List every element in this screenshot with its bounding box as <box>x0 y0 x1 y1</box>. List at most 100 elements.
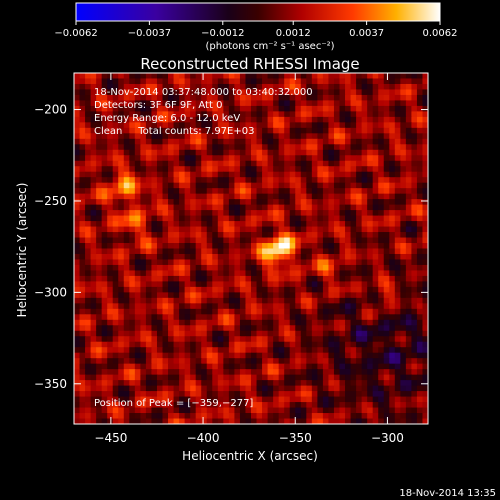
heatmap-cell <box>212 275 219 282</box>
heatmap-cell <box>317 391 324 398</box>
heatmap-cell <box>79 407 86 414</box>
heatmap-cell <box>173 330 180 337</box>
heatmap-cell <box>372 138 379 145</box>
heatmap-cell <box>112 396 119 403</box>
heatmap-cell <box>85 297 92 304</box>
heatmap-cell <box>101 243 108 250</box>
heatmap-cell <box>378 94 385 102</box>
heatmap-cell <box>289 149 296 156</box>
heatmap-cell <box>212 308 219 315</box>
heatmap-cell <box>311 215 318 222</box>
heatmap-cell <box>156 171 164 178</box>
heatmap-cell <box>239 204 247 211</box>
heatmap-cell <box>245 105 252 112</box>
heatmap-cell <box>273 215 280 222</box>
heatmap-cell <box>345 237 352 244</box>
heatmap-cell <box>179 402 186 409</box>
heatmap-cell <box>339 122 346 129</box>
heatmap-cell <box>300 105 307 112</box>
heatmap-cell <box>289 396 296 403</box>
heatmap-cell <box>389 100 396 107</box>
heatmap-cell <box>228 127 236 134</box>
heatmap-cell <box>400 270 407 277</box>
heatmap-cell <box>289 308 296 315</box>
heatmap-cell <box>322 177 330 184</box>
heatmap-cell <box>179 73 186 80</box>
heatmap-cell <box>339 100 346 107</box>
heatmap-cell <box>245 352 252 359</box>
heatmap-cell <box>162 336 169 343</box>
heatmap-cell <box>228 204 236 211</box>
heatmap-cell <box>206 418 213 424</box>
heatmap-cell <box>123 155 130 162</box>
heatmap-cell <box>306 199 313 206</box>
heatmap-cell <box>145 171 153 178</box>
heatmap-cell <box>256 149 263 156</box>
heatmap-cell <box>118 122 125 129</box>
heatmap-cell <box>378 319 385 326</box>
heatmap-cell <box>79 391 86 398</box>
heatmap-cell <box>212 407 219 414</box>
heatmap-cell <box>184 275 191 282</box>
heatmap-cell <box>134 330 141 337</box>
heatmap-cell <box>389 369 396 376</box>
heatmap-cell <box>311 391 318 398</box>
heatmap-cell <box>383 160 390 167</box>
heatmap-cell <box>394 358 401 365</box>
heatmap-cell <box>140 396 147 403</box>
heatmap-cell <box>284 166 291 173</box>
heatmap-cell <box>123 199 130 206</box>
heatmap-cell <box>311 221 318 228</box>
heatmap-cell <box>262 105 269 112</box>
heatmap-cell <box>361 83 368 91</box>
heatmap-cell <box>123 358 130 365</box>
heatmap-cell <box>267 149 274 156</box>
heatmap-cell <box>79 418 86 424</box>
heatmap-cell <box>168 325 175 332</box>
heatmap-cell <box>140 330 147 337</box>
heatmap-cell <box>228 78 236 85</box>
heatmap-cell <box>168 396 175 403</box>
heatmap-cell <box>162 292 169 299</box>
heatmap-cell <box>372 243 379 250</box>
y-tick-label: −200 <box>34 103 67 117</box>
heatmap-cell <box>317 226 324 233</box>
heatmap-cell <box>85 155 92 162</box>
heatmap-cell <box>140 325 147 332</box>
heatmap-cell <box>311 319 318 326</box>
heatmap-cell <box>217 188 224 195</box>
heatmap-cell <box>378 396 385 403</box>
heatmap-cell <box>101 363 108 370</box>
heatmap-cell <box>251 215 258 222</box>
heatmap-cell <box>162 160 169 167</box>
heatmap-cell <box>140 259 147 266</box>
heatmap-cell <box>140 303 147 310</box>
heatmap-cell <box>107 83 114 91</box>
heatmap-cell <box>350 407 357 414</box>
heatmap-cell <box>273 210 280 217</box>
heatmap-cell <box>107 237 114 244</box>
heatmap-cell <box>339 402 346 409</box>
heatmap-cell <box>129 199 136 206</box>
heatmap-cell <box>118 391 125 398</box>
heatmap-cell <box>345 413 352 420</box>
heatmap-cell <box>145 144 153 151</box>
heatmap-cell <box>118 232 125 239</box>
heatmap-cell <box>201 100 208 107</box>
heatmap-cell <box>306 122 313 129</box>
heatmap-cell <box>322 336 330 343</box>
heatmap-cell <box>217 248 224 255</box>
heatmap-cell <box>212 380 219 387</box>
heatmap-cell <box>416 363 424 370</box>
heatmap-cell <box>345 336 352 343</box>
heatmap-cell <box>140 253 147 261</box>
heatmap-cell <box>339 215 346 222</box>
heatmap-cell <box>394 188 401 195</box>
heatmap-cell <box>372 281 379 288</box>
heatmap-cell <box>262 237 269 244</box>
heatmap-cell <box>168 352 175 359</box>
heatmap-cell <box>405 171 413 178</box>
heatmap-cell <box>201 83 208 91</box>
heatmap-cell <box>328 221 335 228</box>
heatmap-cell <box>156 199 164 206</box>
